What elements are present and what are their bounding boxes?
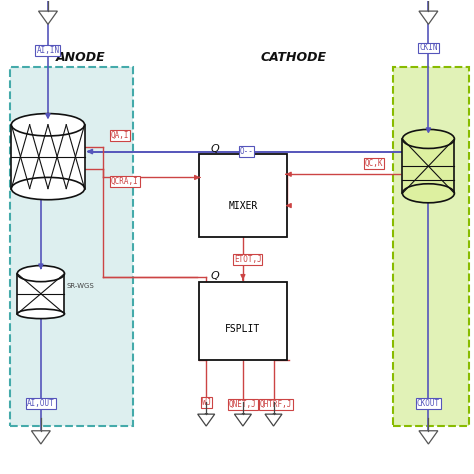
Ellipse shape xyxy=(402,184,455,203)
Text: QNET,J: QNET,J xyxy=(229,400,257,409)
Text: AI,IN: AI,IN xyxy=(36,46,60,55)
Text: O--: O-- xyxy=(239,147,254,156)
Text: MIXER: MIXER xyxy=(228,201,257,210)
Text: AI,OUT: AI,OUT xyxy=(27,399,55,408)
Polygon shape xyxy=(265,414,282,426)
Ellipse shape xyxy=(17,265,64,282)
Text: ETOT,J: ETOT,J xyxy=(234,255,262,264)
Text: QC,K: QC,K xyxy=(365,159,383,168)
Text: CATHODE: CATHODE xyxy=(261,51,327,64)
Ellipse shape xyxy=(402,129,455,148)
Polygon shape xyxy=(235,414,251,426)
Polygon shape xyxy=(419,11,438,24)
Ellipse shape xyxy=(17,309,64,319)
Text: ANODE: ANODE xyxy=(56,51,106,64)
Text: FSPLIT: FSPLIT xyxy=(225,324,261,334)
Bar xyxy=(10,67,133,426)
Polygon shape xyxy=(419,431,438,444)
Ellipse shape xyxy=(11,114,84,136)
Text: CKOUT: CKOUT xyxy=(417,399,440,408)
Text: Q: Q xyxy=(210,144,219,154)
Text: Q: Q xyxy=(271,413,276,422)
Polygon shape xyxy=(38,11,57,24)
Text: Q: Q xyxy=(210,271,219,281)
Bar xyxy=(402,139,455,193)
Polygon shape xyxy=(31,431,50,444)
Text: Q: Q xyxy=(203,413,209,422)
Text: QCRA,I: QCRA,I xyxy=(111,177,138,186)
Polygon shape xyxy=(198,414,215,426)
Text: Q: Q xyxy=(240,413,246,422)
Bar xyxy=(393,67,469,426)
Bar xyxy=(17,273,64,314)
Text: CKIN: CKIN xyxy=(419,44,438,53)
Text: SR-WGS: SR-WGS xyxy=(67,283,95,289)
Ellipse shape xyxy=(11,177,84,200)
Text: QA,I: QA,I xyxy=(111,131,129,140)
Bar xyxy=(199,155,287,237)
Text: QHTRF,J: QHTRF,J xyxy=(260,400,292,409)
Text: WJ: WJ xyxy=(201,398,211,407)
Bar xyxy=(11,125,84,189)
Bar xyxy=(199,282,287,360)
